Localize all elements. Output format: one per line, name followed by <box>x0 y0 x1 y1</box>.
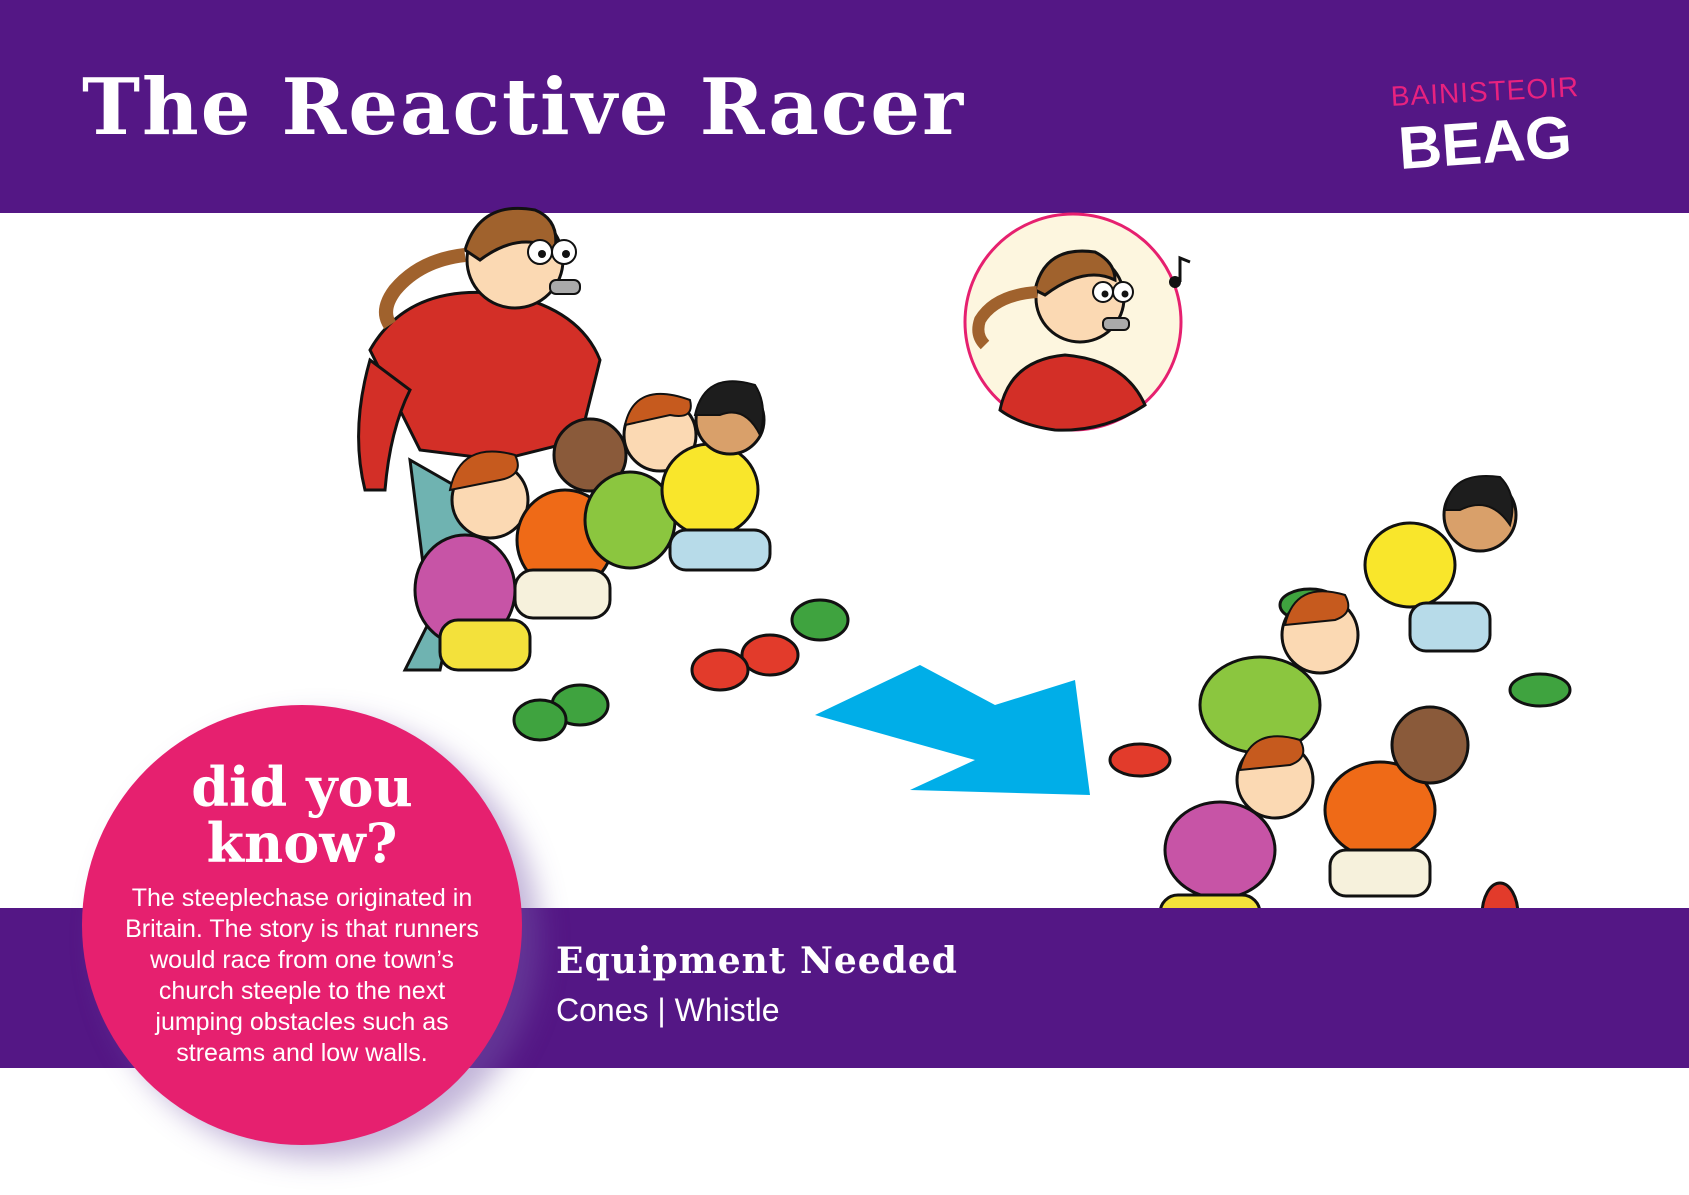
did-you-know-text: The steeplechase originated in Britain. … <box>125 884 479 1067</box>
coach-figure <box>357 206 602 672</box>
whistle-inset-illustration <box>963 212 1191 432</box>
header-band <box>0 0 1689 213</box>
running-girl-yellow <box>1278 475 1572 708</box>
equipment-title: Equipment Needed <box>556 940 958 982</box>
equipment-items: Cones | Whistle <box>556 992 780 1028</box>
logo: BAINISTEOIR BEAG <box>1370 70 1600 182</box>
coach-and-seated-children-illustration <box>357 206 850 742</box>
did-you-know-title: did you know? <box>82 759 522 871</box>
seated-children <box>413 380 850 742</box>
page-title: The Reactive Racer <box>82 62 966 153</box>
running-boy-green <box>1108 590 1360 778</box>
music-note-icon <box>1169 255 1191 288</box>
did-you-know-title-line2: know? <box>206 811 398 875</box>
arrow-icon <box>815 665 1090 795</box>
logo-main-text: BEAG <box>1396 103 1574 182</box>
did-you-know-title-line1: did you <box>191 755 413 819</box>
did-you-know-badge: did you know? The steeplechase originate… <box>82 705 522 1145</box>
